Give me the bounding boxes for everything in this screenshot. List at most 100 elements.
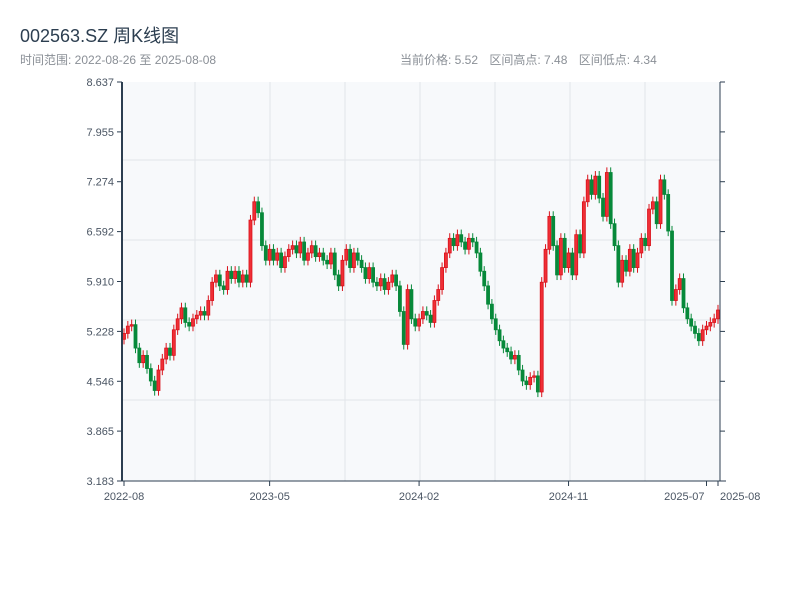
candle: [639, 233, 644, 259]
candle-body: [409, 289, 414, 320]
candle-body: [352, 252, 356, 269]
candle-body: [283, 256, 287, 269]
candle: [225, 266, 230, 295]
candle-body: [543, 248, 548, 283]
candle: [555, 240, 559, 281]
candle: [566, 247, 571, 273]
candle: [263, 240, 268, 266]
candle-body: [616, 245, 621, 283]
candle: [214, 269, 218, 288]
candle-body: [156, 369, 161, 391]
candle-body: [164, 347, 169, 360]
candle-body: [627, 248, 632, 272]
candle-body: [336, 274, 341, 287]
candle: [589, 174, 594, 200]
candle: [417, 313, 421, 332]
candle-body: [398, 285, 402, 312]
candle-body: [474, 241, 479, 254]
candle: [677, 273, 682, 295]
candle: [501, 335, 506, 354]
candle-body: [436, 289, 441, 301]
candle-body: [325, 259, 330, 265]
candle: [355, 247, 360, 266]
candle: [382, 273, 387, 295]
candle-body: [716, 309, 720, 320]
candle: [447, 233, 452, 259]
candle-body: [214, 274, 218, 283]
candle: [283, 251, 287, 273]
candle-body: [371, 267, 375, 283]
candle-body: [179, 307, 184, 320]
candle-body: [317, 252, 322, 258]
candle: [528, 372, 533, 390]
candle: [562, 233, 567, 273]
candle-body: [168, 347, 172, 356]
candle: [432, 295, 437, 328]
candle: [693, 321, 697, 339]
candle: [601, 192, 605, 222]
candle-body: [666, 194, 671, 232]
candle-body: [378, 278, 383, 287]
candle: [497, 324, 502, 346]
candle-body: [382, 278, 387, 290]
candle-body: [405, 289, 410, 345]
candle: [451, 233, 456, 251]
candle: [248, 214, 253, 288]
y-tick-label: 6.592: [86, 227, 114, 239]
candle-body: [133, 324, 138, 349]
candle-body: [306, 252, 310, 261]
candle-body: [482, 270, 487, 287]
candle: [359, 255, 364, 273]
candle: [482, 266, 487, 292]
candle: [398, 280, 402, 317]
candle-body: [329, 252, 333, 265]
candle-body: [700, 329, 705, 342]
candle: [386, 277, 391, 295]
candle: [578, 229, 582, 259]
candle: [286, 244, 291, 262]
candle-body: [432, 300, 437, 323]
candle: [367, 262, 372, 284]
candle-body: [260, 212, 264, 247]
candle-body: [175, 318, 180, 331]
candle-body: [658, 179, 663, 225]
candle-body: [313, 245, 318, 258]
candle-body: [160, 358, 165, 371]
candle-body: [670, 230, 674, 301]
candle-body: [401, 311, 406, 345]
candle-body: [171, 329, 176, 356]
candle: [535, 370, 540, 398]
candle: [650, 196, 655, 215]
candle: [612, 218, 617, 251]
x-tick-label: 2024-11: [549, 491, 589, 503]
candle: [654, 196, 659, 229]
candle-body: [275, 252, 280, 261]
candle-body: [267, 248, 272, 261]
candle: [493, 313, 498, 335]
candle: [179, 302, 184, 324]
x-tick-label: 2025-08: [720, 491, 760, 503]
candle-body: [248, 219, 253, 283]
candle-body: [290, 245, 295, 250]
candle: [551, 211, 556, 251]
candle-body: [263, 245, 268, 261]
candle-body: [704, 325, 709, 331]
candle-body: [505, 347, 510, 353]
candle: [459, 229, 464, 248]
candle-body: [367, 267, 372, 279]
candle: [574, 229, 579, 281]
candle-body: [394, 274, 398, 287]
candle-body: [478, 252, 483, 272]
y-tick-label: 5.910: [86, 277, 114, 289]
candle: [666, 189, 671, 237]
candle-body: [497, 329, 502, 342]
candle: [585, 174, 590, 207]
candle-body: [547, 215, 552, 250]
candle: [681, 273, 686, 313]
candle: [375, 277, 379, 292]
candle: [631, 244, 636, 273]
candle-body: [662, 179, 667, 195]
candle-body: [363, 267, 368, 279]
candle: [455, 229, 460, 251]
candle-body: [187, 322, 192, 327]
